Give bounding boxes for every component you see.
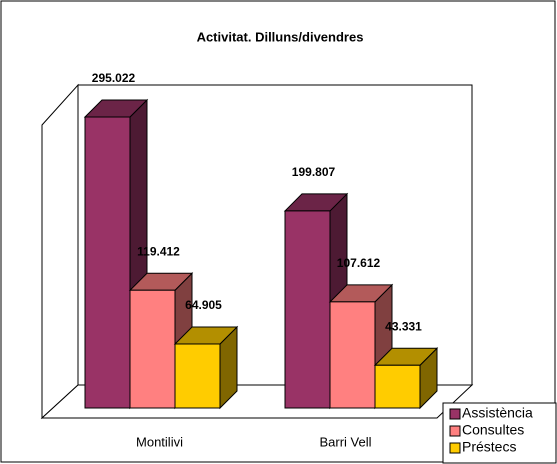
bar-front xyxy=(284,210,331,409)
bar xyxy=(373,347,439,410)
value-label: 295.022 xyxy=(92,71,136,85)
legend-swatch xyxy=(449,442,461,454)
chart-title: Activitat. Dilluns/divendres xyxy=(197,29,364,44)
value-label: 64.905 xyxy=(185,298,222,312)
value-label: 107.612 xyxy=(337,256,381,270)
legend-swatch xyxy=(449,425,461,437)
value-label: 119.412 xyxy=(137,244,180,258)
bar-front xyxy=(374,364,421,409)
x-tick-label: Barri Vell xyxy=(319,434,371,449)
x-tick-label: Montilivi xyxy=(136,434,183,449)
legend-label: Assistència xyxy=(462,405,533,421)
bar-front xyxy=(329,301,376,409)
legend-swatch xyxy=(449,408,461,420)
legend-label: Consultes xyxy=(462,422,524,438)
legend-label: Préstecs xyxy=(462,439,516,455)
bar-front xyxy=(129,289,176,409)
bar-front xyxy=(84,116,131,409)
bar xyxy=(173,325,239,410)
value-label: 199.807 xyxy=(292,165,336,179)
value-label: 43.331 xyxy=(385,319,422,333)
bar-front xyxy=(174,343,221,409)
legend-box xyxy=(442,402,557,464)
